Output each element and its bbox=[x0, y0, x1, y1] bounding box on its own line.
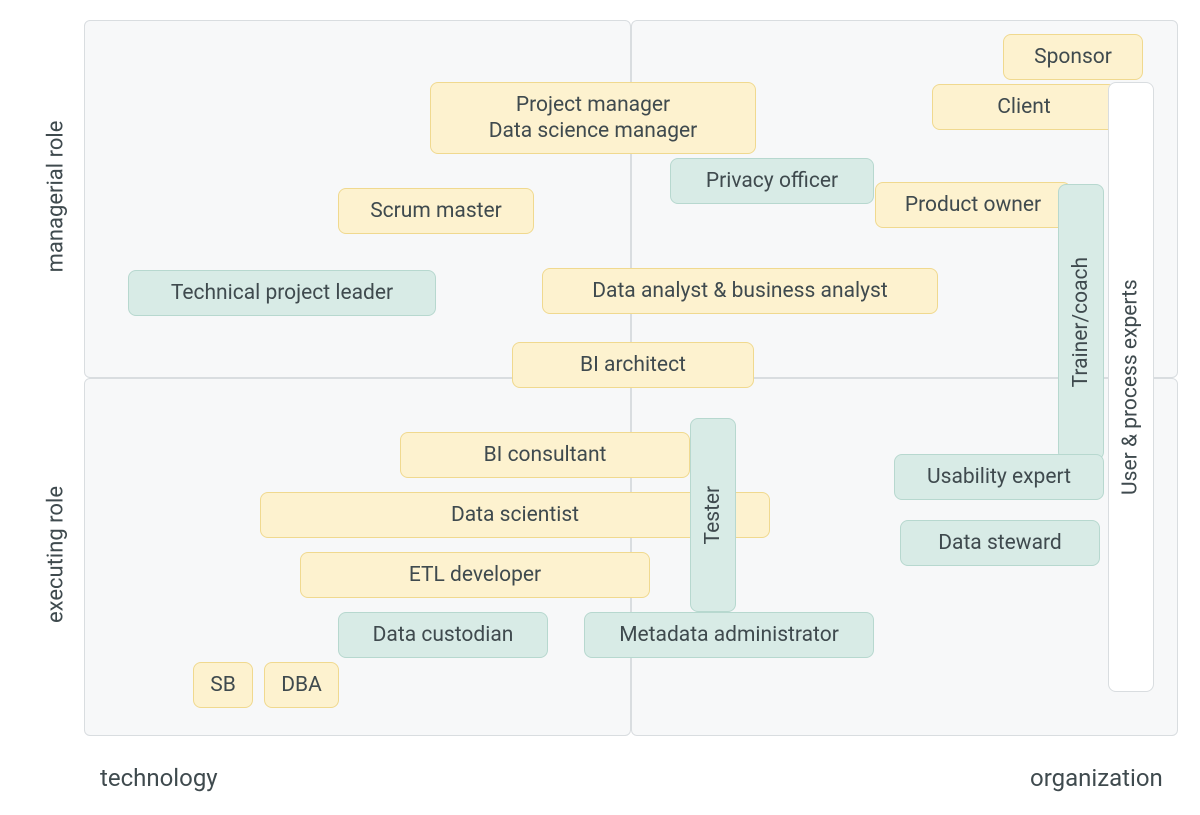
box-client: Client bbox=[932, 84, 1116, 130]
box-tester: Tester bbox=[690, 418, 736, 612]
box-sponsor: Sponsor bbox=[1003, 34, 1143, 80]
box-user-process: User & process experts bbox=[1108, 82, 1154, 692]
y-axis-label-top: managerial role bbox=[44, 77, 69, 317]
y-axis-label-bottom: executing role bbox=[44, 435, 69, 675]
box-privacy-officer: Privacy officer bbox=[670, 158, 874, 204]
box-etl-dev: ETL developer bbox=[300, 552, 650, 598]
box-analyst: Data analyst & business analyst bbox=[542, 268, 938, 314]
box-bi-consultant: BI consultant bbox=[400, 432, 690, 478]
x-axis-label-right: organization bbox=[1030, 764, 1163, 792]
box-project-manager: Project managerData science manager bbox=[430, 82, 756, 154]
box-tech-lead: Technical project leader bbox=[128, 270, 436, 316]
box-sb: SB bbox=[193, 662, 253, 708]
box-trainer-coach: Trainer/coach bbox=[1058, 184, 1104, 460]
box-data-custodian: Data custodian bbox=[338, 612, 548, 658]
box-data-steward: Data steward bbox=[900, 520, 1100, 566]
box-dba: DBA bbox=[264, 662, 339, 708]
box-usability-expert: Usability expert bbox=[894, 454, 1104, 500]
x-axis-label-left: technology bbox=[100, 764, 218, 792]
box-scrum-master: Scrum master bbox=[338, 188, 534, 234]
diagram-stage: managerial role executing role technolog… bbox=[0, 0, 1200, 815]
box-product-owner: Product owner bbox=[875, 182, 1071, 228]
box-bi-architect: BI architect bbox=[512, 342, 754, 388]
box-metadata-admin: Metadata administrator bbox=[584, 612, 874, 658]
